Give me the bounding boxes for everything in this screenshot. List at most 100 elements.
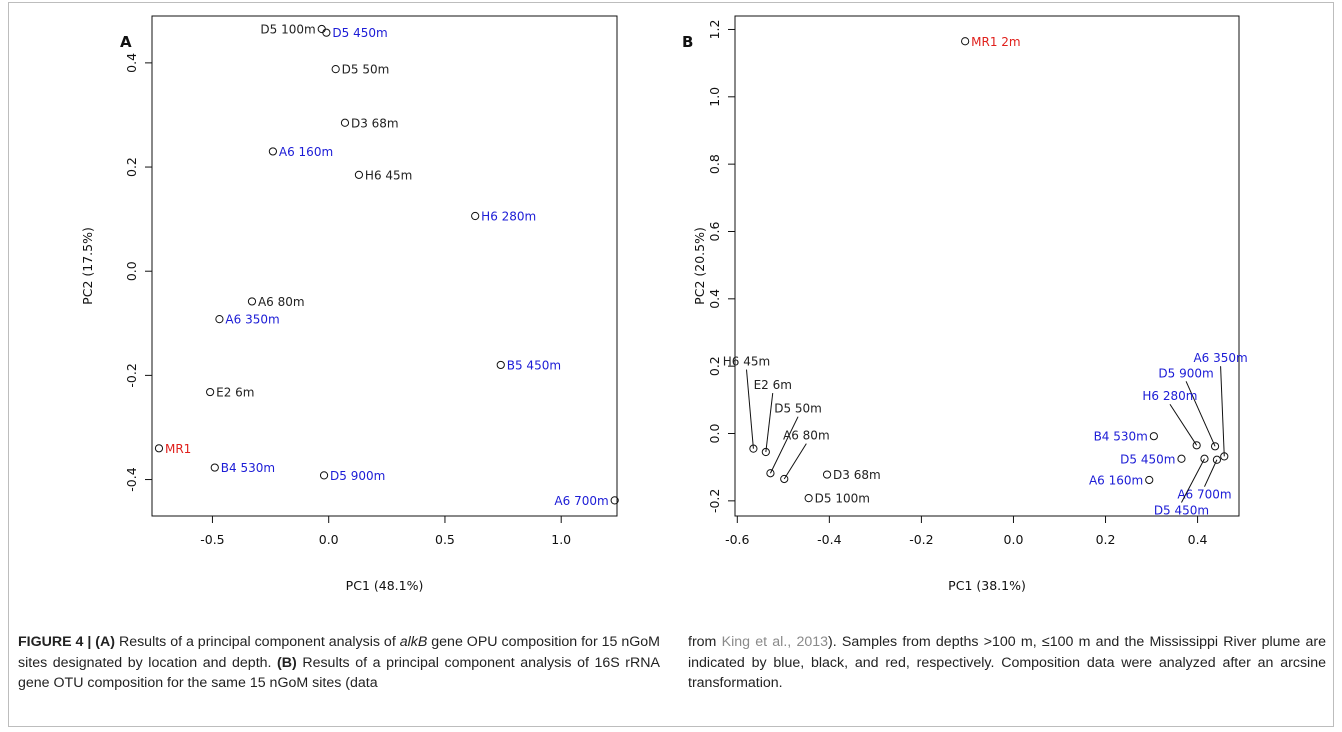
leader-line [765, 393, 774, 453]
point-label: D5 100m [815, 492, 870, 506]
data-point [268, 147, 277, 156]
x-tick-label: 0.2 [1096, 532, 1116, 547]
y-tick-label: 0.4 [707, 289, 722, 309]
x-tick-label: 0.0 [1004, 532, 1024, 547]
point-label: D5 900m [330, 469, 385, 483]
figure-number: FIGURE 4 | [18, 634, 96, 650]
point-label: D5 50m [342, 63, 390, 77]
data-point [215, 315, 224, 324]
point-label: D5 50m [774, 402, 822, 416]
y-tick-label: 0.4 [124, 53, 139, 73]
caption-part-b-text: Results of a principal component analysi… [18, 654, 660, 692]
data-point [354, 170, 364, 179]
y-tick-label: 0.8 [707, 154, 722, 174]
data-point [961, 37, 970, 46]
figure-panels: A -0.5 0.0 0.5 1.0 -0.4 -0.2 0.0 0.2 0.4 PC1 (48.1… [80, 15, 1248, 593]
leader-line [769, 416, 799, 474]
data-point [1145, 475, 1154, 485]
caption-part-a-text-cont: gene OPU composition for 15 nGoM sites d… [18, 634, 660, 671]
leader-line [1169, 403, 1198, 446]
y-tick-label: 0.2 [124, 157, 139, 177]
figure-frame [8, 2, 1334, 727]
leader-line [1220, 366, 1225, 457]
y-tick-label: 1.2 [707, 20, 722, 40]
caption-part-b-label: (B) [277, 654, 297, 671]
data-point [1212, 455, 1222, 464]
citation-link[interactable]: King et al., 2013 [721, 634, 828, 650]
point-label: D5 450m [1154, 504, 1209, 518]
data-point [1210, 442, 1220, 451]
point-label: B5 450m [507, 358, 561, 372]
point-label: A6 350m [225, 313, 279, 327]
point-label: B4 530m [221, 461, 275, 475]
y-axis-label: PC2 (20.5%) [692, 227, 707, 305]
panel-label: B [682, 33, 693, 51]
caption-part-a-text: Results of a principal component analysi… [115, 634, 400, 650]
x-tick-label: -0.4 [817, 532, 841, 547]
y-tick-label: -0.2 [707, 489, 722, 513]
point-label: D5 100m [260, 23, 315, 37]
point-label: A6 350m [1193, 351, 1247, 365]
panel-label: A [120, 33, 132, 51]
data-point [804, 494, 813, 503]
point-label: A6 700m [554, 494, 608, 508]
x-axis-label: PC1 (38.1%) [948, 578, 1026, 593]
x-tick-label: 1.0 [551, 532, 571, 547]
point-label: D3 68m [833, 468, 881, 482]
plot-border [734, 15, 1240, 517]
data-point [247, 297, 257, 306]
data-point [471, 211, 480, 221]
x-tick-label: 0.0 [319, 532, 339, 547]
data-point [1192, 441, 1201, 450]
y-tick-label: -0.4 [124, 467, 139, 491]
x-tick-label: 0.5 [435, 532, 455, 547]
caption-part-a-label: (A) [95, 634, 115, 650]
panel-a: A -0.5 0.0 0.5 1.0 -0.4 -0.2 0.0 0.2 0.4 PC1 (48.1… [80, 15, 619, 593]
caption-gene-name: alkB [399, 634, 428, 650]
leader-line [746, 369, 754, 449]
x-tick-label: -0.2 [909, 532, 933, 547]
y-tick-label: -0.2 [124, 363, 139, 387]
data-point [340, 118, 350, 127]
point-label: E2 6m [754, 378, 792, 392]
data-point [822, 470, 832, 479]
point-label: H6 45m [365, 168, 412, 182]
x-axis-label: PC1 (48.1%) [346, 578, 424, 593]
y-tick-label: 0.0 [124, 261, 139, 281]
point-label: E2 6m [216, 386, 254, 400]
x-tick-label: -0.5 [200, 532, 224, 547]
point-label: D5 900m [1158, 366, 1213, 380]
x-tick-label: 0.4 [1188, 532, 1208, 547]
point-label: H6 280m [481, 210, 536, 224]
point-label: MR1 2m [971, 35, 1020, 49]
point-label: A6 160m [1089, 473, 1143, 487]
data-point [766, 469, 775, 478]
leader-line [1185, 381, 1216, 447]
data-point [322, 28, 331, 37]
data-point [319, 471, 329, 480]
point-label: A6 80m [258, 295, 305, 309]
x-tick-label: -0.6 [725, 532, 749, 547]
y-tick-label: 0.0 [707, 424, 722, 444]
data-point [1200, 454, 1209, 463]
panel-b: B -0.6 -0.4 -0.2 0.0 0.2 0.4 -0.2 0.0 0.2 0.4 0.6 0.… [682, 15, 1248, 593]
point-label: H6 280m [1142, 389, 1197, 403]
point-label: MR1 [165, 442, 191, 456]
point-label: D3 68m [351, 116, 399, 130]
data-point [1177, 454, 1186, 463]
data-point [206, 387, 215, 397]
data-point [331, 65, 340, 74]
data-point [210, 463, 219, 472]
leader-line [783, 443, 807, 480]
point-label: D5 450m [332, 26, 387, 40]
y-axis-label: PC2 (17.5%) [80, 227, 95, 305]
point-label: A6 160m [279, 145, 333, 159]
data-point [317, 24, 326, 34]
point-label: A6 80m [783, 429, 830, 443]
data-point [1149, 432, 1158, 441]
caption-right: from King et al., 2013). Samples from de… [688, 632, 1326, 694]
point-label: H6 45m [723, 355, 770, 369]
point-label: A6 700m [1177, 488, 1231, 502]
y-tick-label: 0.6 [707, 222, 722, 242]
data-point [496, 360, 505, 370]
